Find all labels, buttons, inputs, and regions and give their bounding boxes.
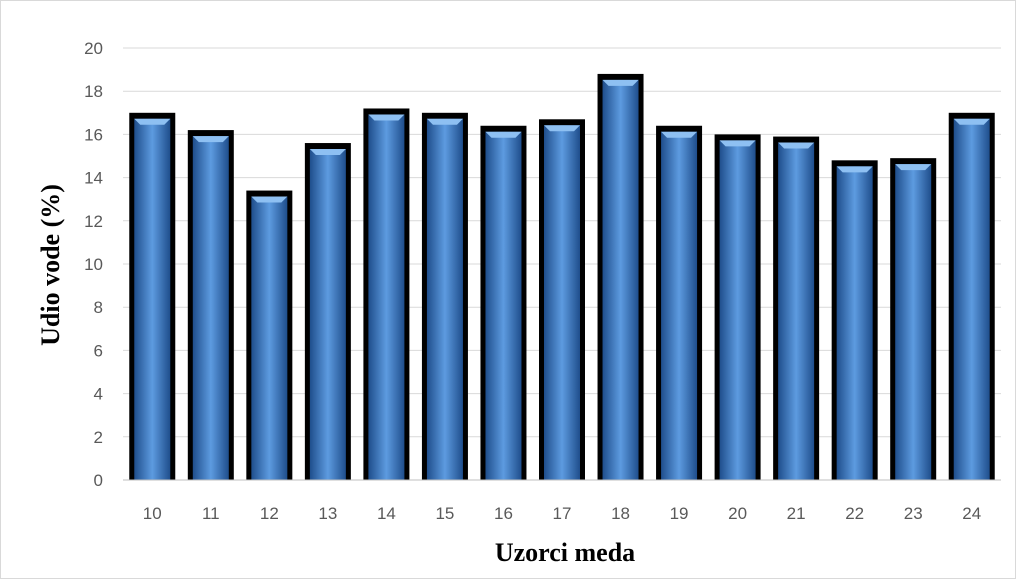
x-tick-label: 18 [611, 504, 630, 523]
bar-fill [778, 142, 815, 480]
bar-fill [309, 149, 346, 481]
bar-fill [953, 118, 990, 481]
bar-17 [539, 119, 585, 480]
bar-bevel [426, 118, 463, 125]
x-tick-label: 22 [845, 504, 864, 523]
bar-fill [661, 131, 698, 480]
x-tick-label: 24 [962, 504, 981, 523]
bar-fill [251, 196, 288, 480]
bar-bevel [895, 164, 932, 171]
y-tick-label: 0 [94, 471, 103, 490]
bar-12 [246, 190, 293, 480]
bar-fill [368, 114, 405, 480]
x-axis-ticks: 10 11 12 13 14 15 16 17 18 19 20 21 22 23 24 [143, 504, 981, 523]
bar-bevel [544, 125, 580, 132]
bar-bevel [719, 140, 756, 147]
y-axis-ticks: 0 2 4 6 8 10 12 14 16 18 20 [84, 39, 103, 490]
x-tick-label: 13 [318, 504, 337, 523]
bar-fill [192, 136, 229, 480]
y-tick-label: 12 [84, 212, 103, 231]
x-axis-title: Uzorci meda [495, 538, 635, 567]
bar-bevel [134, 118, 171, 125]
bar-bevel [602, 79, 639, 86]
bar-21 [773, 136, 820, 480]
bar-16 [480, 125, 527, 480]
x-tick-label: 21 [787, 504, 806, 523]
y-tick-label: 2 [94, 428, 103, 447]
bar-fill [426, 118, 463, 481]
bar-24 [948, 112, 995, 481]
y-tick-label: 6 [94, 341, 103, 360]
y-tick-label: 16 [84, 125, 103, 144]
bar-bevel [661, 131, 698, 138]
x-tick-label: 19 [670, 504, 689, 523]
bar-fill [602, 79, 639, 481]
x-tick-label: 14 [377, 504, 396, 523]
y-tick-label: 8 [94, 298, 103, 317]
bar-15 [421, 112, 468, 481]
x-tick-label: 12 [260, 504, 279, 523]
x-tick-label: 23 [904, 504, 923, 523]
bar-fill [836, 166, 873, 480]
bar-fill [719, 140, 756, 480]
x-tick-label: 17 [553, 504, 572, 523]
bar-bevel [192, 136, 229, 143]
bar-22 [831, 160, 878, 480]
bar-18 [597, 73, 644, 481]
bar-bevel [368, 114, 405, 121]
bar-fill [134, 118, 171, 481]
bar-14 [363, 108, 410, 480]
x-tick-label: 15 [435, 504, 454, 523]
bar-fill [895, 164, 932, 480]
y-tick-label: 20 [84, 39, 103, 58]
bar-13 [304, 143, 351, 481]
bar-23 [890, 158, 937, 480]
bar-20 [714, 134, 761, 480]
y-tick-label: 18 [84, 82, 103, 101]
y-tick-label: 14 [84, 169, 103, 188]
bar-bevel [953, 118, 990, 125]
bar-fill [485, 131, 522, 480]
bar-19 [656, 125, 703, 480]
bar-bevel [836, 166, 873, 173]
y-tick-label: 10 [84, 255, 103, 274]
bar-fill [544, 125, 580, 480]
x-tick-label: 16 [494, 504, 513, 523]
x-tick-label: 20 [728, 504, 747, 523]
y-axis-title: Udio vode (%) [36, 184, 65, 346]
bars [129, 73, 995, 481]
x-tick-label: 10 [143, 504, 162, 523]
x-tick-label: 11 [202, 504, 220, 523]
bar-bevel [485, 131, 522, 138]
bar-bevel [251, 196, 288, 203]
y-tick-label: 4 [94, 385, 103, 404]
bar-10 [129, 112, 176, 481]
bar-bevel [309, 149, 346, 156]
bar-bevel [778, 142, 815, 149]
bar-11 [187, 130, 234, 480]
